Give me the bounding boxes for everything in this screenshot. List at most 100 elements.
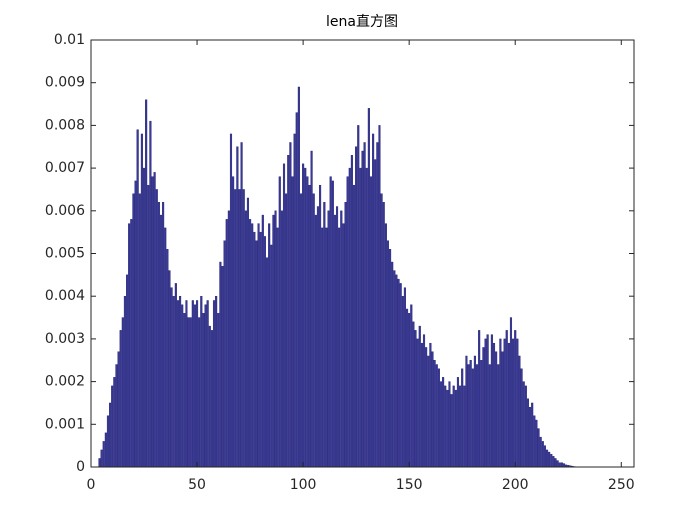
bar	[251, 223, 254, 468]
bar	[310, 150, 313, 468]
bar	[102, 441, 105, 468]
bar	[556, 460, 559, 468]
bar	[185, 300, 188, 468]
bar	[155, 189, 158, 468]
bar	[136, 129, 139, 468]
bar	[238, 189, 241, 468]
bar	[164, 227, 167, 468]
bar	[467, 364, 470, 468]
bar	[225, 219, 228, 468]
bar	[463, 385, 466, 468]
bar	[126, 274, 129, 468]
bar	[321, 227, 324, 468]
bar	[531, 402, 534, 468]
bar	[405, 308, 409, 468]
bar	[535, 419, 538, 468]
bar	[193, 304, 196, 468]
bar	[145, 99, 148, 468]
x-tick-label: 250	[608, 477, 635, 493]
bar	[159, 214, 163, 468]
bar	[204, 304, 207, 468]
bar	[130, 219, 133, 468]
bar	[217, 313, 220, 468]
bar	[539, 436, 542, 468]
bar	[196, 300, 199, 468]
bar	[465, 355, 468, 468]
bar	[346, 176, 349, 468]
bar	[234, 189, 237, 468]
bar	[344, 202, 347, 468]
bar	[482, 347, 485, 468]
bar	[329, 176, 332, 468]
bar	[278, 176, 281, 468]
bar	[490, 334, 493, 468]
y-tick-label: 0.005	[45, 246, 85, 262]
bar	[522, 381, 525, 468]
bar	[100, 449, 103, 468]
bar	[382, 202, 385, 468]
bar	[533, 415, 536, 468]
bar	[545, 449, 549, 468]
bar	[327, 210, 330, 468]
bar	[333, 214, 336, 468]
bar	[352, 184, 356, 468]
bar	[202, 313, 205, 468]
bar	[475, 364, 479, 468]
bar	[552, 456, 555, 468]
bar	[376, 142, 379, 468]
bar	[255, 240, 258, 468]
bar	[408, 313, 411, 468]
bar	[484, 338, 487, 468]
bar	[287, 155, 290, 468]
bar	[109, 402, 112, 468]
bar	[414, 330, 417, 468]
bar	[391, 261, 394, 468]
bar	[338, 227, 341, 468]
bar	[558, 462, 561, 468]
bar	[221, 266, 224, 468]
bar	[452, 385, 455, 468]
bar	[183, 313, 186, 468]
bar	[480, 360, 483, 468]
bar	[488, 364, 491, 468]
bar	[526, 398, 529, 468]
bar	[179, 296, 182, 468]
bar	[282, 163, 286, 468]
bar	[524, 385, 527, 468]
bar	[261, 214, 264, 468]
bar	[386, 240, 390, 468]
bar	[302, 163, 305, 468]
bar	[446, 389, 449, 468]
bar	[335, 206, 339, 468]
bar	[401, 296, 404, 468]
bar	[111, 385, 114, 468]
bar	[435, 364, 438, 468]
bar	[306, 176, 309, 468]
bar	[439, 381, 443, 468]
y-tick-label: 0.008	[45, 117, 85, 133]
bar	[242, 189, 245, 468]
bar	[181, 304, 184, 468]
bar	[208, 325, 211, 468]
bar	[227, 210, 230, 468]
bar	[410, 304, 413, 468]
bar	[516, 338, 519, 468]
bar	[244, 210, 247, 468]
bar	[240, 142, 243, 468]
bar	[297, 86, 300, 468]
y-tick-label: 0.009	[45, 75, 85, 91]
bar	[176, 300, 180, 468]
bar	[121, 317, 124, 468]
bar	[422, 334, 426, 468]
bar	[232, 176, 235, 468]
bar	[268, 223, 271, 468]
bar	[444, 385, 447, 468]
y-tick-label: 0.007	[45, 160, 85, 176]
bar	[509, 317, 513, 468]
bar	[276, 227, 279, 468]
bar	[520, 368, 523, 468]
bar	[497, 364, 500, 468]
bar	[189, 317, 192, 468]
x-tick-label: 0	[87, 477, 96, 493]
bar	[215, 296, 218, 468]
